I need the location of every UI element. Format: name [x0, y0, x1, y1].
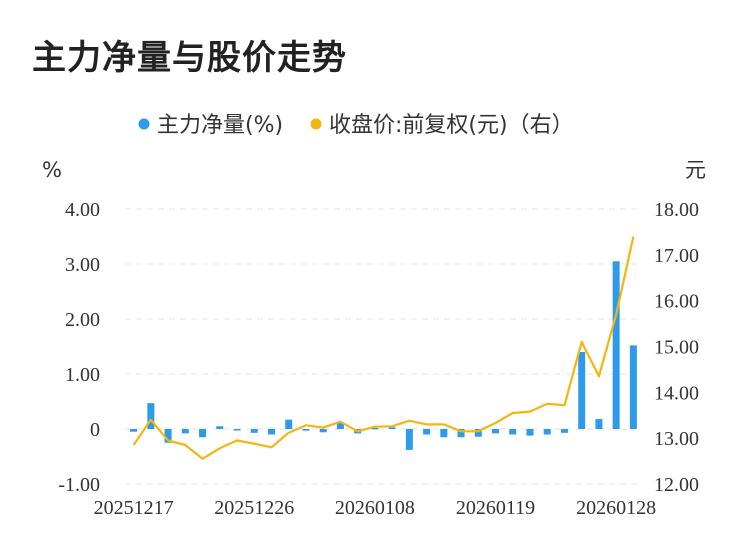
left-tick-label: 0 [90, 419, 100, 441]
grid-lines [125, 208, 642, 485]
right-tick-label: 13.00 [654, 428, 699, 450]
net-flow-bar [612, 261, 620, 429]
net-flow-bar [423, 429, 431, 435]
net-flow-bar [181, 429, 189, 434]
right-axis-ticks: 18.00 17.00 16.00 15.00 14.00 13.00 12.00 [654, 199, 699, 496]
close-price-line [132, 236, 635, 460]
left-axis-ticks: 4.00 3.00 2.00 1.00 0 -1.00 [58, 199, 100, 496]
net-flow-bar [319, 429, 327, 433]
right-tick-label: 14.00 [654, 382, 699, 404]
net-flow-bar [457, 429, 465, 438]
right-tick-label: 15.00 [654, 337, 699, 359]
legend-label-net-flow: 主力净量(%) [157, 113, 283, 138]
left-tick-label: -1.00 [58, 474, 100, 496]
x-tick-label: 20251217 [94, 497, 174, 519]
x-axis-ticks: 20251217 20251226 20260108 20260119 20260128 [94, 497, 657, 519]
right-tick-label: 18.00 [654, 199, 699, 221]
chart-title: 主力净量与股价走势 [32, 38, 347, 78]
right-tick-label: 12.00 [654, 474, 699, 496]
right-tick-label: 16.00 [654, 291, 699, 313]
net-flow-bars [130, 261, 637, 450]
legend-marker-net-flow [138, 118, 150, 130]
net-flow-bar [250, 429, 258, 433]
net-flow-bar [233, 429, 241, 431]
net-flow-bar [371, 427, 379, 430]
net-flow-bar [336, 422, 344, 429]
net-flow-bar [164, 429, 172, 443]
net-flow-bar [474, 429, 482, 437]
net-flow-bar [440, 429, 448, 438]
net-flow-bar [595, 419, 603, 429]
net-flow-bar [405, 429, 413, 450]
net-flow-bar [543, 429, 551, 435]
net-flow-bar [509, 429, 517, 435]
left-tick-label: 1.00 [65, 364, 100, 386]
right-tick-label: 17.00 [654, 245, 699, 267]
net-flow-bar [560, 429, 568, 433]
net-flow-bar [302, 429, 310, 431]
legend-marker-close-price [310, 118, 322, 130]
legend-label-close-price: 收盘价:前复权(元)（右） [329, 113, 574, 138]
net-flow-bar [526, 429, 534, 436]
left-axis-unit: % [42, 158, 62, 182]
net-flow-bar [216, 426, 224, 429]
net-flow-bar [578, 352, 586, 429]
net-flow-bar [130, 429, 138, 432]
legend: 主力净量(%) 收盘价:前复权(元)（右） [138, 113, 574, 138]
x-tick-label: 20251226 [214, 497, 294, 519]
right-axis-unit: 元 [685, 158, 706, 182]
left-tick-label: 2.00 [65, 309, 100, 331]
net-flow-bar [199, 429, 207, 438]
net-flow-bar [147, 403, 155, 429]
net-flow-bar [267, 429, 275, 435]
left-tick-label: 4.00 [65, 199, 100, 221]
close-price-line-group [132, 236, 635, 460]
net-flow-bar [492, 429, 500, 434]
left-tick-label: 3.00 [65, 254, 100, 276]
net-flow-bar [285, 419, 293, 429]
x-tick-label: 20260128 [576, 497, 656, 519]
x-tick-label: 20260108 [335, 497, 415, 519]
net-flow-bar [629, 345, 637, 429]
net-flow-bar [388, 427, 396, 429]
x-tick-label: 20260119 [456, 497, 535, 519]
